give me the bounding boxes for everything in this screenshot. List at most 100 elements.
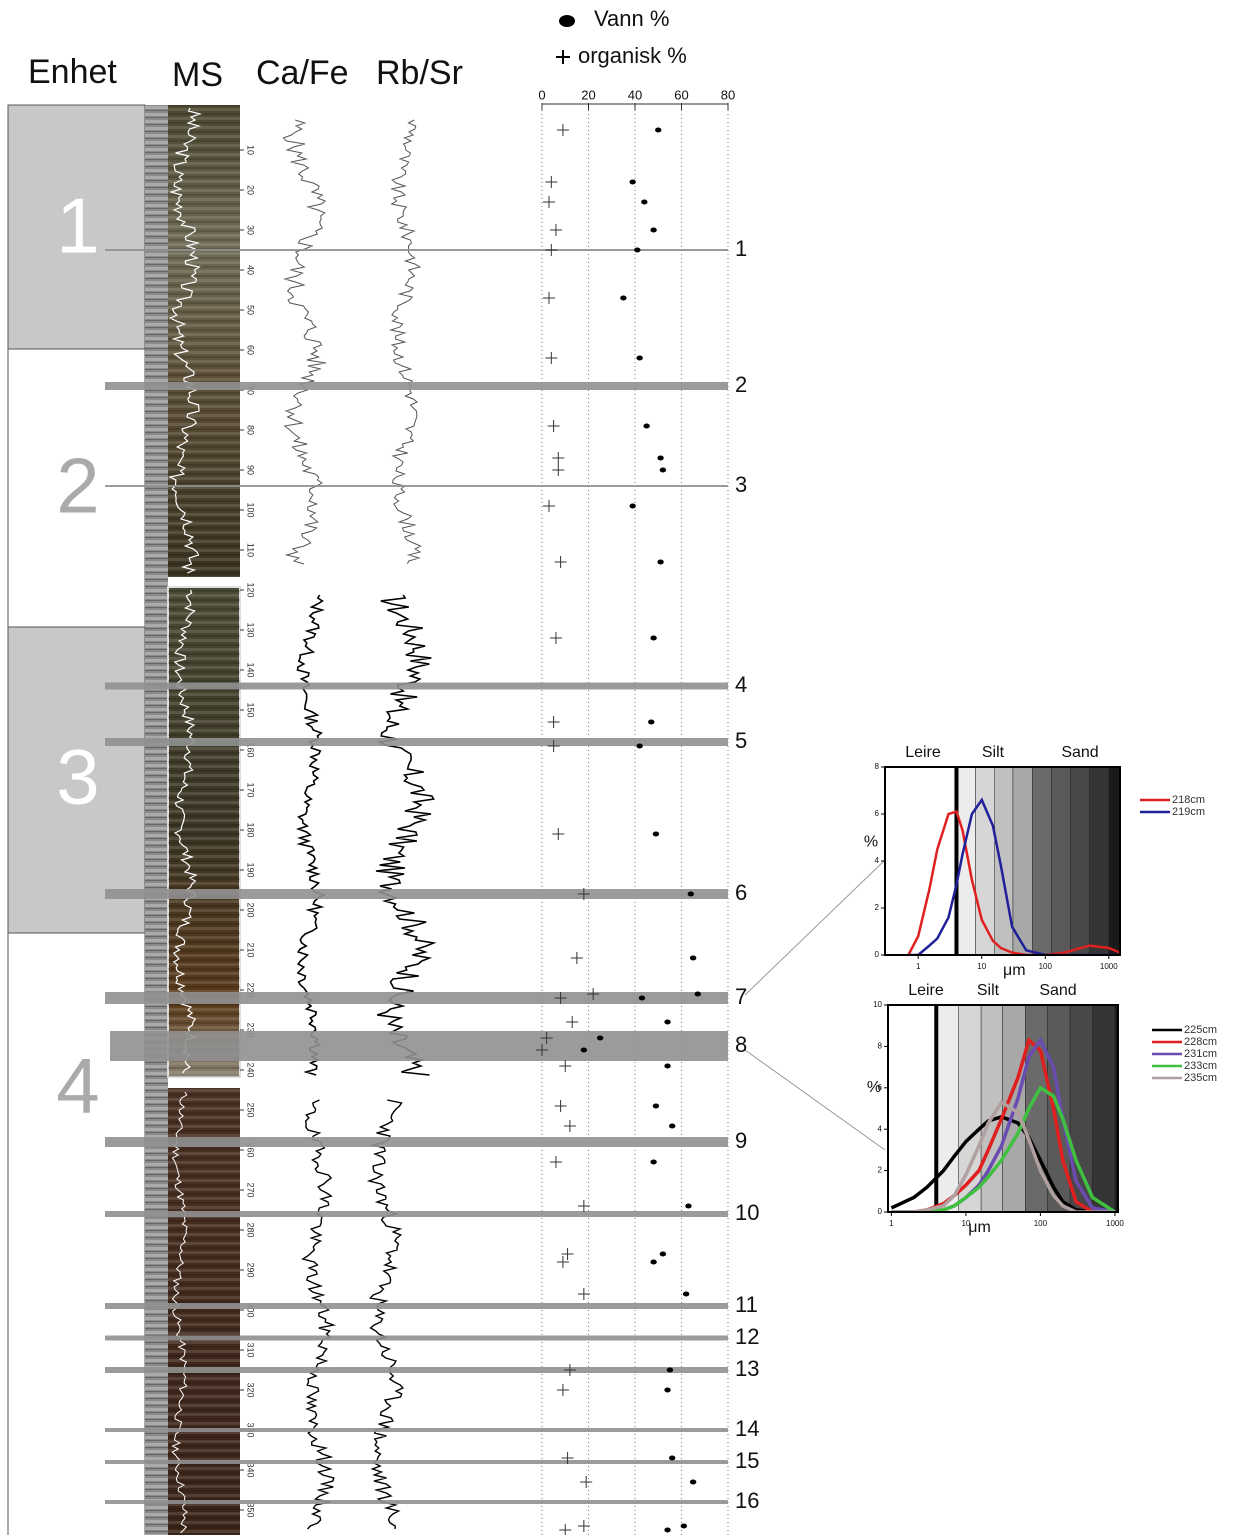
size-zone <box>1051 767 1071 955</box>
depth-tick-label: 40 <box>246 265 256 275</box>
horizon-label: 5 <box>735 728 747 753</box>
unit-label: 1 <box>56 182 99 270</box>
water-point <box>650 1259 657 1265</box>
y-axis-label: % <box>864 833 878 850</box>
plot-area <box>888 1005 1118 1212</box>
zone-label: Silt <box>982 744 1005 761</box>
unit-box <box>7 104 146 350</box>
organic-point <box>542 196 555 208</box>
organic-point <box>566 1016 579 1028</box>
organic-point <box>556 124 569 136</box>
water-point <box>629 503 636 509</box>
legend-label: 218cm <box>1172 794 1205 806</box>
y-tick-label: 2 <box>878 1166 883 1175</box>
depth-tick-label: 90 <box>246 465 256 475</box>
horizon-label: 4 <box>735 672 747 697</box>
depth-tick-label: 10 <box>246 145 256 155</box>
organic-point <box>549 1156 562 1168</box>
water-point <box>620 295 627 301</box>
depth-tick-label: 50 <box>246 305 256 315</box>
organic-point <box>542 500 555 512</box>
water-point <box>689 1479 697 1485</box>
proxy-curve <box>168 107 203 574</box>
organic-point <box>542 292 555 304</box>
horizon-label: 9 <box>735 1128 747 1153</box>
x-tick-label: 40 <box>628 87 642 102</box>
grain-curve <box>891 1099 1115 1212</box>
organic-point <box>552 452 565 464</box>
zone-label: Sand <box>1039 982 1076 999</box>
unit-box <box>7 626 146 934</box>
depth-tick-label: 250 <box>246 1102 256 1117</box>
water-point <box>648 719 655 725</box>
x-tick-label: 1 <box>889 1219 894 1228</box>
grain-curve <box>908 797 1120 955</box>
organic-point <box>547 420 560 432</box>
water-point <box>659 1251 667 1257</box>
proxy-curve <box>282 119 327 565</box>
x-tick-label: 1 <box>916 962 921 971</box>
horizon-label: 2 <box>735 372 747 397</box>
organic-point <box>556 1256 569 1268</box>
size-zone <box>1069 1005 1093 1212</box>
depth-tick-label: 270 <box>246 1182 256 1197</box>
organic-point <box>559 1524 572 1535</box>
legend-marker <box>556 50 570 64</box>
organic-point <box>540 1032 553 1044</box>
y-tick-label: 4 <box>878 1124 883 1133</box>
water-point <box>687 891 694 897</box>
water-point <box>657 559 664 565</box>
y-tick-label: 8 <box>875 762 880 771</box>
unit-box <box>7 348 146 628</box>
legend-label: 228cm <box>1184 1036 1217 1048</box>
depth-tick-label: 240 <box>246 1062 256 1077</box>
size-zone <box>1114 1005 1118 1212</box>
organic-point <box>549 224 562 236</box>
organic-point <box>587 988 600 1000</box>
depth-tick-label: 140 <box>246 662 256 677</box>
size-zone <box>1092 1005 1116 1212</box>
water-point <box>664 1387 671 1393</box>
horizon-label: 12 <box>735 1324 759 1349</box>
proxy-curve <box>301 1099 336 1530</box>
water-point <box>638 995 646 1001</box>
organic-point <box>552 464 565 476</box>
legend-label: 225cm <box>1184 1024 1217 1036</box>
size-zone <box>994 767 1014 955</box>
organic-point <box>554 556 567 568</box>
depth-tick-label: 100 <box>246 502 256 517</box>
legend-label: Vann % <box>594 6 669 31</box>
unit-label: 4 <box>56 1042 99 1130</box>
y-tick-label: 2 <box>875 903 880 912</box>
column-header: MS <box>172 56 223 94</box>
zone-label: Sand <box>1061 744 1098 761</box>
water-point <box>680 1523 688 1529</box>
water-point <box>685 1203 692 1209</box>
organic-point <box>554 1100 567 1112</box>
legend-marker <box>559 15 575 27</box>
organic-point <box>580 1476 593 1488</box>
water-point <box>636 743 643 749</box>
depth-tick-label: 170 <box>246 782 256 797</box>
water-point <box>664 1019 671 1025</box>
water-point <box>650 227 657 233</box>
depth-tick-label: 130 <box>246 622 256 637</box>
depth-tick-label: 220 <box>246 982 256 997</box>
size-zone <box>956 767 976 955</box>
water-point <box>641 199 648 205</box>
proxy-curve <box>366 1099 405 1530</box>
water-point <box>650 1159 657 1165</box>
depth-tick-label: 280 <box>246 1222 256 1237</box>
depth-tick-label: 210 <box>246 942 256 957</box>
grain-curve <box>907 810 1120 955</box>
water-point <box>669 1123 676 1129</box>
unit-label: 2 <box>56 442 99 530</box>
legend-label: 233cm <box>1184 1060 1217 1072</box>
depth-tick-label: 290 <box>246 1262 256 1277</box>
organic-point <box>577 1288 590 1300</box>
organic-point <box>577 1520 590 1532</box>
zone-label: Leire <box>905 744 941 761</box>
xray-strip <box>145 105 168 1535</box>
size-zone <box>1012 767 1033 955</box>
organic-point <box>545 244 558 256</box>
